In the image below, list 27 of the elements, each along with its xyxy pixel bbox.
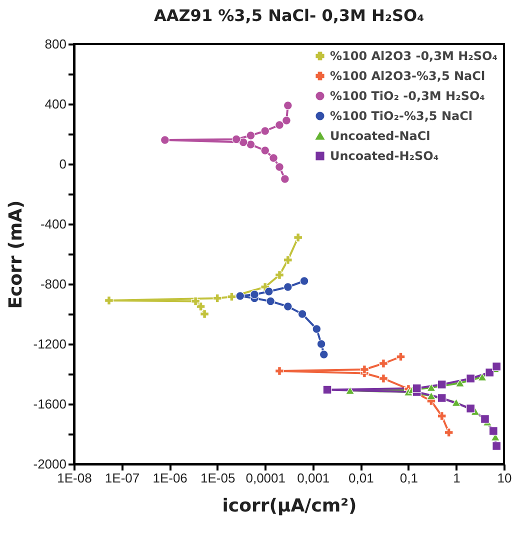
x-tick-label: 1E-08: [57, 470, 92, 486]
x-tick-label: 1: [453, 470, 460, 486]
x-tick-label: 0,1: [400, 470, 418, 486]
x-tick-label: 0,0001: [246, 470, 286, 486]
y-tick-label: -2000: [33, 456, 66, 472]
y-tick-label: 400: [44, 96, 66, 112]
y-tick-label: 0: [59, 156, 66, 172]
y-tick-label: -800: [40, 276, 66, 292]
x-tick-label: 1E-05: [200, 470, 236, 486]
x-axis-title: icorr(µA/cm²): [222, 496, 357, 516]
x-tick-label: 0,01: [348, 470, 374, 486]
legend-label: %100 TiO₂-%3,5 NaCl: [330, 109, 473, 123]
chart-title: AAZ91 %3,5 NaCl- 0,3M H₂SO₄: [154, 6, 424, 25]
y-tick-label: 800: [44, 36, 66, 52]
legend-label: %100 Al2O3-%3,5 NaCl: [330, 69, 486, 83]
x-tick-label: 10: [497, 470, 512, 486]
legend-label: Uncoated-NaCl: [330, 129, 430, 143]
y-tick-label: -400: [40, 216, 66, 232]
y-tick-label: -1600: [33, 396, 66, 412]
y-tick-label: -1200: [33, 336, 66, 352]
x-tick-label: 1E-07: [104, 470, 140, 486]
x-tick-label: 1E-06: [152, 470, 188, 486]
x-tick-label: 0,001: [297, 470, 330, 486]
legend-label: %100 TiO₂ -0,3M H₂SO₄: [330, 89, 485, 103]
y-axis-title: Ecorr (mA): [5, 200, 26, 309]
legend-label: Uncoated-H₂SO₄: [330, 149, 439, 163]
legend-label: %100 Al2O3 -0,3M H₂SO₄: [330, 49, 498, 63]
